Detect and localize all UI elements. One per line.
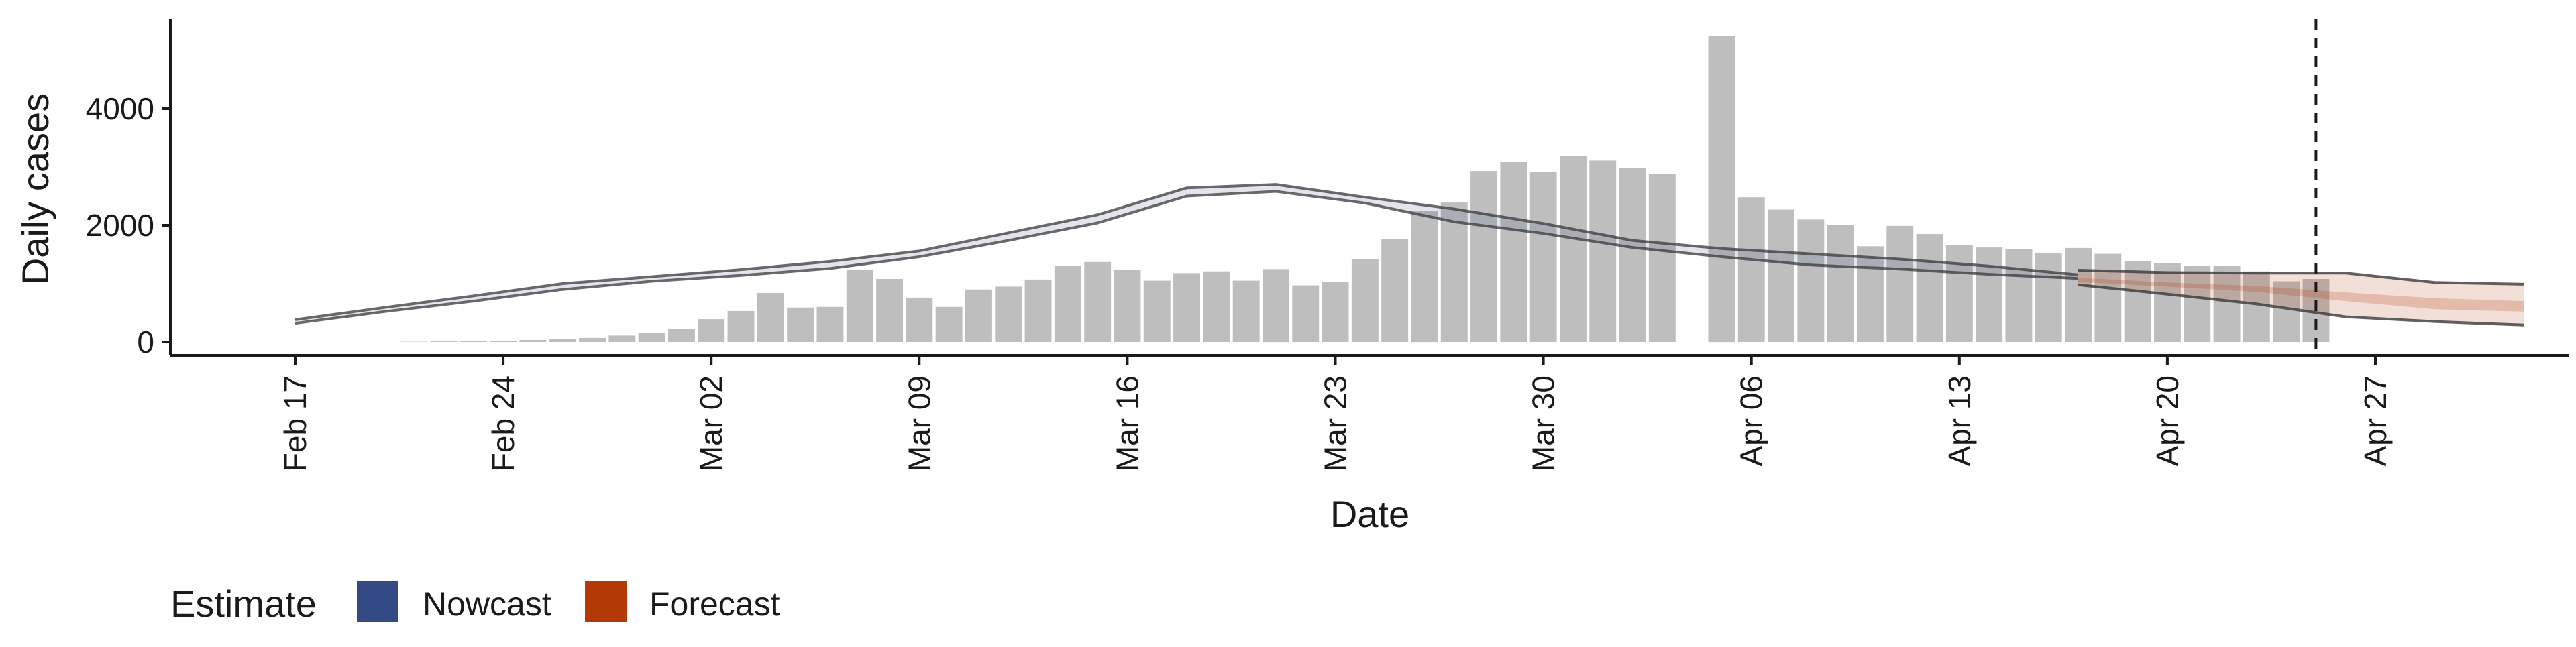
bar-2020-02-27 [579,337,606,342]
bar-2020-04-13 [1945,245,1973,342]
bar-2020-03-25 [1381,239,1409,342]
bar-2020-04-17 [2065,247,2092,342]
bar-2020-03-01 [668,329,695,342]
x-tick-label-0: Feb 17 [278,375,313,471]
bars-layer [400,36,2330,343]
bar-2020-04-09 [1827,225,1854,342]
x-tick-label-2: Mar 02 [694,375,729,471]
bar-2020-04-07 [1768,209,1794,342]
y-tick-label-2000: 2000 [86,208,154,243]
x-tick-label-10: Apr 27 [2358,375,2393,467]
bar-2020-02-25 [519,340,547,342]
bar-2020-04-11 [1886,225,1914,342]
x-tick-label-5: Mar 23 [1318,375,1353,471]
legend-key-nowcast [357,581,398,622]
bar-2020-03-29 [1500,162,1527,342]
y-axis-title: Daily cases [14,93,56,285]
legend-key-forecast [585,581,627,622]
bar-2020-02-28 [608,335,636,342]
bar-2020-03-31 [1560,156,1587,342]
y-tick-label-0: 0 [137,325,154,359]
bar-2020-03-30 [1529,172,1557,342]
bar-2020-03-11 [965,289,992,342]
bar-2020-04-08 [1797,219,1825,342]
x-axis-title: Date [1330,493,1409,535]
nowcast-upper-line [294,183,2079,321]
bar-2020-03-12 [995,286,1022,342]
bar-2020-03-02 [698,319,725,342]
bar-2020-04-23 [2243,271,2270,342]
bar-2020-03-03 [727,310,755,342]
x-tick-label-7: Apr 06 [1734,375,1769,467]
bar-2020-04-10 [1857,246,1884,342]
bands-layer [294,183,2524,327]
bar-2020-03-15 [1084,261,1112,342]
bar-2020-03-24 [1351,259,1379,342]
bar-2020-04-19 [2124,261,2151,342]
bar-2020-04-24 [2273,281,2300,342]
x-tick-label-4: Mar 16 [1110,375,1144,471]
bar-2020-04-02 [1619,168,1646,342]
legend-title: Estimate [170,583,317,625]
bar-2020-04-18 [2094,253,2122,342]
y-axis-ticks: 0 2000 4000 [86,91,170,359]
bar-2020-04-03 [1648,174,1676,342]
bar-2020-04-20 [2154,263,2181,342]
bar-2020-02-23 [460,341,487,342]
forecast-band-inner [2078,278,2524,312]
x-tick-label-6: Mar 30 [1526,375,1561,471]
x-tick-label-8: Apr 13 [1942,375,1977,467]
x-axis-ticks: Feb 17 Feb 24 Mar 02 Mar 09 Mar 16 Mar 23 Mar … [278,355,2393,471]
bar-2020-03-21 [1263,269,1289,343]
bar-2020-03-13 [1024,279,1052,342]
bar-2020-03-28 [1470,171,1497,342]
bar-2020-03-08 [876,279,903,342]
bar-2020-03-17 [1143,280,1171,342]
bar-2020-04-01 [1589,160,1617,342]
bar-2020-02-22 [430,341,458,342]
forecast-upper-line [2078,269,2524,286]
bar-2020-03-20 [1232,280,1260,342]
bar-2020-04-16 [2035,252,2062,342]
x-tick-label-3: Mar 09 [902,375,936,471]
bar-2020-03-07 [846,270,873,342]
bar-2020-03-06 [816,306,844,342]
bar-2020-04-12 [1916,234,1943,342]
bar-2020-03-23 [1322,282,1349,342]
bar-2020-03-10 [935,306,963,342]
bar-2020-04-06 [1737,197,1765,342]
bar-2020-03-09 [906,297,933,342]
legend: Estimate Nowcast Forecast [170,581,780,625]
bar-2020-04-21 [2184,266,2211,342]
forecast-lower-line [2078,283,2524,327]
bar-2020-03-16 [1114,270,1141,342]
legend-label-nowcast: Nowcast [423,585,551,623]
bar-2020-02-21 [400,341,428,343]
bar-2020-02-29 [638,333,665,342]
bar-2020-03-04 [757,292,784,342]
bar-2020-03-14 [1054,266,1081,342]
legend-label-forecast: Forecast [649,585,780,623]
bar-2020-02-24 [490,341,517,342]
bar-2020-02-26 [549,339,576,342]
bar-2020-03-05 [787,307,814,342]
nowcast-lower-line [294,190,2079,325]
y-tick-label-4000: 4000 [86,91,154,126]
bar-2020-03-26 [1411,211,1438,343]
bar-2020-03-18 [1173,273,1200,342]
bar-2020-04-05 [1708,36,1735,343]
bar-2020-03-22 [1292,285,1320,342]
bar-2020-03-19 [1203,271,1230,342]
bar-2020-04-15 [2005,249,2033,342]
x-tick-label-9: Apr 20 [2150,375,2185,467]
bar-2020-03-27 [1440,202,1468,342]
bar-2020-04-22 [2213,266,2241,342]
nowcast-band [295,184,2078,324]
x-tick-label-1: Feb 24 [486,375,521,471]
bar-2020-04-14 [1976,247,2003,342]
forecast-band-outer [2078,270,2524,325]
